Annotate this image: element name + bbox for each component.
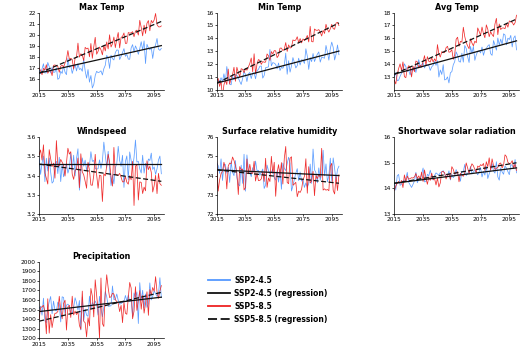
Title: Shortwave solar radiation: Shortwave solar radiation (398, 127, 516, 136)
Legend: SSP2-4.5, SSP2-4.5 (regression), SSP5-8.5, SSP5-8.5 (regression): SSP2-4.5, SSP2-4.5 (regression), SSP5-8.… (206, 273, 331, 327)
Title: Avg Temp: Avg Temp (435, 3, 479, 12)
Title: Precipitation: Precipitation (73, 252, 131, 261)
Title: Windspeed: Windspeed (77, 127, 127, 136)
Title: Max Temp: Max Temp (79, 3, 124, 12)
Title: Min Temp: Min Temp (257, 3, 301, 12)
Title: Surface relative humidity: Surface relative humidity (221, 127, 337, 136)
